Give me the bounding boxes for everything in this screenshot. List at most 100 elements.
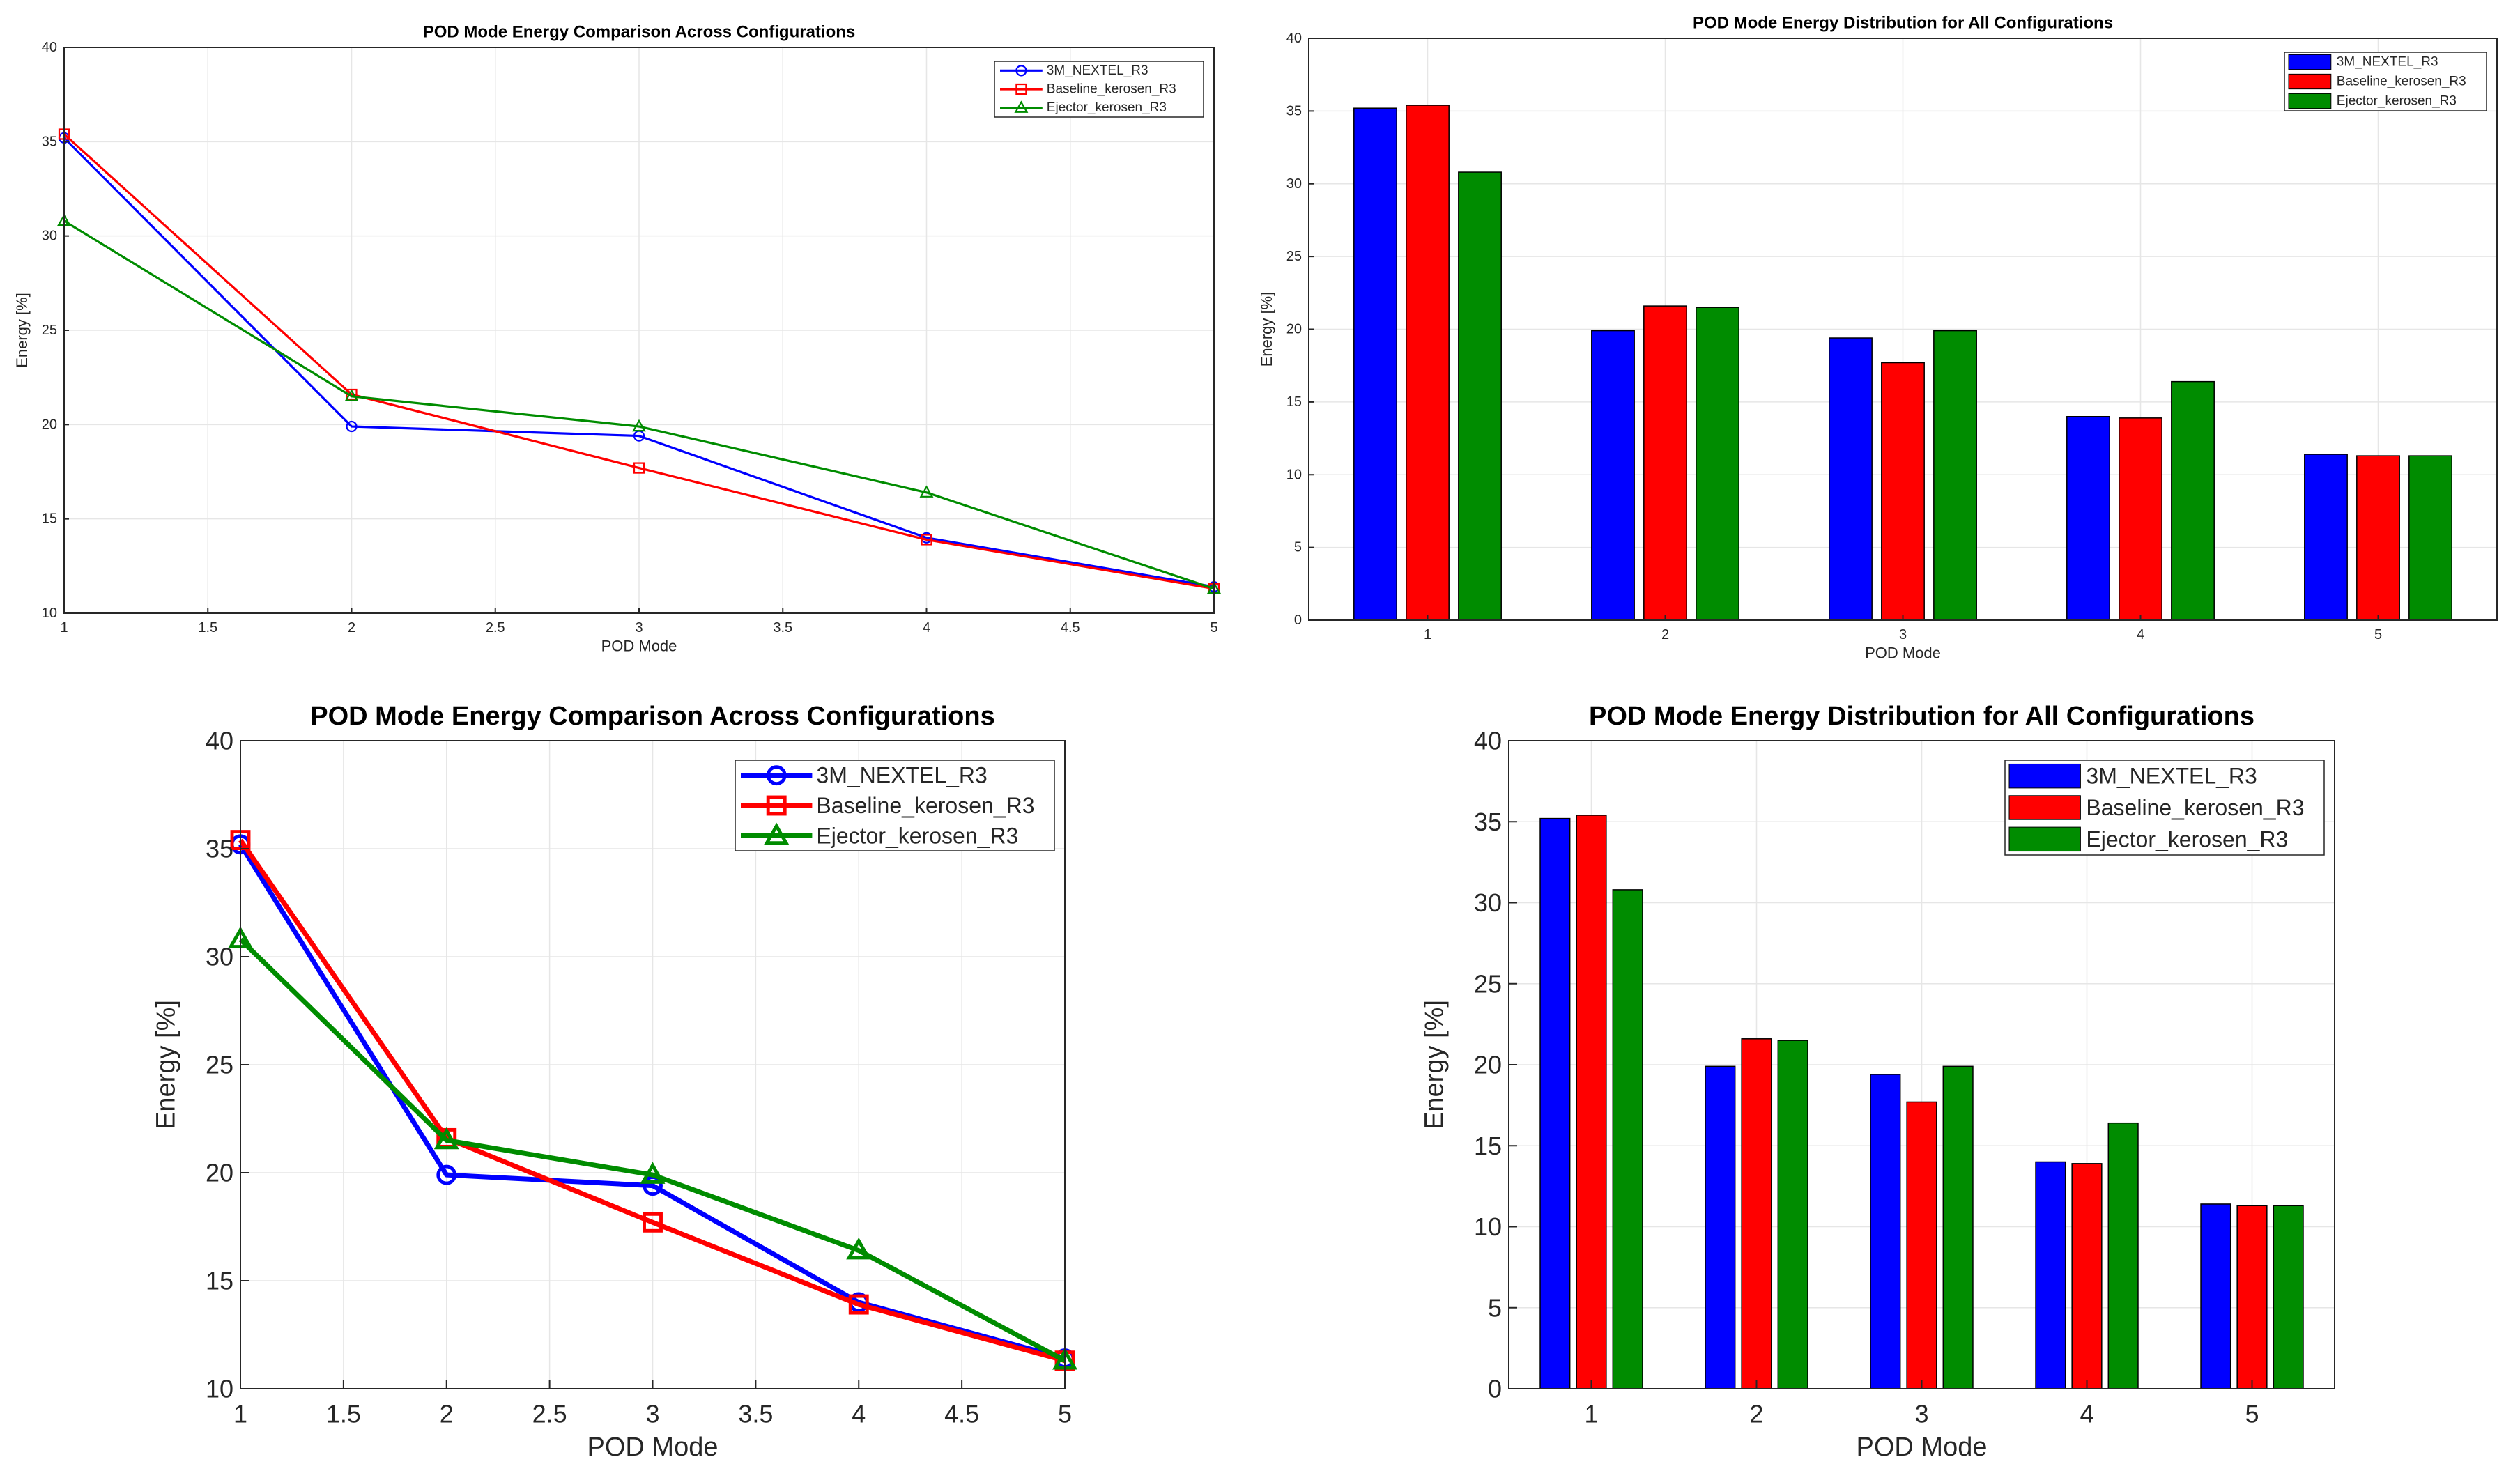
bar [2035,1161,2066,1389]
bar [2066,416,2110,621]
legend: 3M_NEXTEL_R3 Baseline_kerosen_R3 Ejector_k… [735,760,1055,851]
data-point [846,1237,872,1260]
bar [2408,455,2452,621]
bar [1612,889,1643,1389]
y-tick-label: 15 [1286,394,1302,410]
bar [2200,1203,2231,1389]
legend-label: Ejector_kerosen_R3 [816,823,1018,848]
series-line [238,838,1066,1364]
x-tick-label: 5 [2374,627,2382,642]
bar [1741,1038,1772,1389]
y-tick-label: 30 [42,229,57,244]
legend-label: 3M_NEXTEL_R3 [2086,764,2257,789]
y-tick-label: 40 [1286,31,1302,46]
y-tick-label: 10 [1286,467,1302,482]
y-tick-label: 25 [206,1051,233,1079]
data-point [921,534,932,546]
legend-label: Baseline_kerosen_R3 [2337,75,2466,89]
series-line [63,137,1215,588]
bar [1906,1101,1937,1389]
y-tick-label: 20 [1474,1051,1502,1079]
data-point [344,389,359,401]
x-tick-label: 2.5 [532,1400,567,1428]
legend-marker [764,822,790,845]
x-tick-label: 4 [852,1400,866,1428]
y-tick-label: 30 [206,943,233,971]
x-tick-label: 1 [60,620,68,635]
x-tick-label: 2 [1749,1400,1763,1428]
x-tick-label: 5 [2245,1400,2259,1428]
bar [1777,1040,1808,1389]
y-axis-label: Energy [%] [13,293,31,368]
legend-swatch [2008,795,2081,820]
y-tick-label: 40 [1474,727,1502,755]
x-tick-label: 4 [923,620,930,635]
legend-label: Ejector_kerosen_R3 [2337,94,2457,109]
chart-title: POD Mode Energy Comparison Across Config… [310,702,995,731]
chart-title: POD Mode Energy Distribution for All Con… [1589,702,2254,731]
bar [1406,105,1450,621]
series-line [238,937,1066,1363]
bar [1881,362,1925,621]
bar [1353,107,1397,621]
y-tick-label: 5 [1294,540,1302,555]
x-tick-label: 3 [645,1400,659,1428]
legend-marker [766,795,787,816]
legend-swatch [2008,826,2081,852]
legend-marker [766,765,787,786]
legend-label: 3M_NEXTEL_R3 [2337,55,2438,70]
bar [1870,1074,1901,1389]
legend-label: Ejector_kerosen_R3 [1047,100,1167,115]
legend: 3M_NEXTEL_R3 Baseline_kerosen_R3 Ejector_k… [994,61,1204,118]
y-axis-label: Energy [%] [152,1000,181,1130]
chart-panel-2: 0 5 10 15 20 25 30 35 40 1 2 3 4 5 POD Mode Energy Dis… [1258,14,2498,662]
y-tick-label: 30 [1286,176,1302,192]
legend-marker [1014,100,1029,113]
x-tick-label: 4 [2137,627,2144,642]
bar [2119,417,2162,621]
y-tick-label: 15 [42,511,57,527]
x-axis-label: POD Mode [587,1433,719,1462]
y-tick-label: 0 [1488,1375,1502,1403]
chart-panel-1: 10 15 20 25 30 35 40 1 1.5 2 2.5 3 3.5 4 4.5 5 POD Mode … [13,23,1221,655]
x-tick-label: 3 [1914,1400,1928,1428]
data-point [433,1127,459,1150]
legend: 3M_NEXTEL_R3 Baseline_kerosen_R3 Ejector_k… [2284,52,2487,111]
data-point [640,1162,666,1184]
legend-swatch [2008,763,2081,789]
y-tick-label: 15 [206,1267,233,1295]
data-point [633,462,645,474]
bar [1458,171,1502,621]
x-tick-label: 1.5 [198,620,217,635]
y-tick-label: 0 [1294,612,1302,628]
x-tick-label: 3 [1899,627,1907,642]
x-tick-label: 5 [1210,620,1217,635]
legend-marker [1015,65,1027,77]
x-axis-label: POD Mode [1865,645,1941,662]
chart-panel-3: 10 15 20 25 30 35 40 1 1.5 2 2.5 3 3.5 4 4.5 5 POD Mode … [152,702,1078,1462]
x-tick-label: 1 [1584,1400,1598,1428]
legend-label: Baseline_kerosen_R3 [2086,795,2304,820]
data-point [919,485,934,498]
bar [2356,455,2400,621]
bar [1576,815,1607,1389]
bar [2071,1163,2103,1389]
x-tick-label: 1.5 [326,1400,361,1428]
y-tick-label: 25 [42,323,57,338]
y-tick-label: 10 [1474,1212,1502,1241]
series-Baseline_kerosen_R3 [1576,815,2268,1389]
bar [1933,330,1977,621]
x-tick-label: 3.5 [773,620,792,635]
bar [2273,1205,2304,1389]
legend-swatch [2288,93,2332,109]
legend-marker [1015,83,1027,95]
y-tick-label: 40 [206,727,233,755]
x-axis-label: POD Mode [1857,1433,1988,1462]
legend-swatch [2288,73,2332,90]
legend-swatch [2288,54,2332,70]
bar [2171,380,2215,621]
x-tick-label: 5 [1058,1400,1072,1428]
bar [2107,1122,2139,1389]
series-Ejector_kerosen_R3 [1612,889,2304,1389]
